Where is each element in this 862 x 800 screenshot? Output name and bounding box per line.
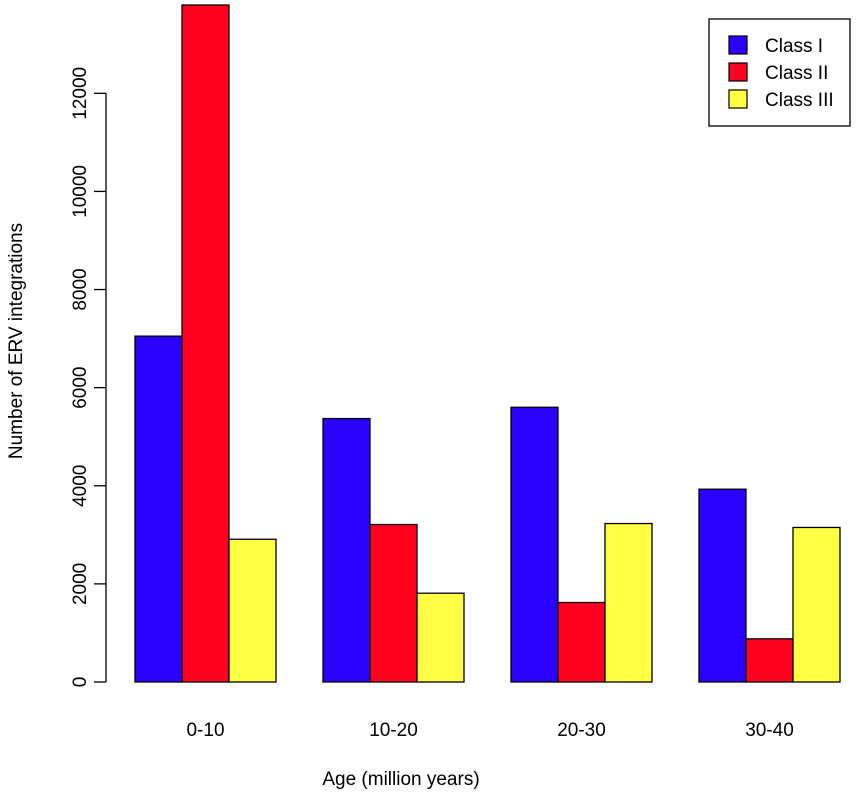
legend-swatch — [728, 35, 748, 55]
x-category-label: 20-30 — [557, 720, 606, 741]
x-axis: 0-10 10-20 20-30 30-40 — [186, 720, 793, 741]
y-tick-label: 10000 — [70, 165, 91, 218]
y-axis-title: Number of ERV integrations — [6, 223, 27, 459]
bar-class-ii-20-30 — [557, 601, 606, 683]
bar-class-iii-20-30 — [604, 522, 653, 683]
bar-class-ii-10-20 — [369, 523, 418, 683]
bar-class-i-30-40 — [698, 488, 747, 683]
x-category-label: 0-10 — [186, 720, 224, 741]
x-category-label: 10-20 — [369, 720, 418, 741]
bar-class-i-10-20 — [322, 417, 371, 683]
legend-label: Class II — [765, 63, 828, 84]
legend-swatch — [728, 62, 748, 82]
y-tick-label: 6000 — [70, 367, 91, 409]
legend-label: Class III — [765, 90, 834, 111]
y-tick-label: 2000 — [70, 563, 91, 605]
bar-class-iii-30-40 — [792, 526, 841, 683]
bars-group — [134, 4, 841, 683]
y-tick-label: 8000 — [70, 268, 91, 310]
legend-swatch — [728, 89, 748, 109]
bar-class-iii-10-20 — [416, 592, 465, 683]
bar-class-i-20-30 — [510, 406, 559, 683]
y-tick-label: 4000 — [70, 465, 91, 507]
legend: Class I Class II Class III — [708, 18, 851, 127]
x-category-label: 30-40 — [745, 720, 794, 741]
bar-class-ii-0-10 — [181, 4, 230, 683]
bar-class-iii-0-10 — [228, 538, 277, 683]
bar-class-i-0-10 — [134, 335, 183, 683]
x-axis-title: Age (million years) — [322, 769, 479, 790]
legend-label: Class I — [765, 36, 823, 57]
y-tick-label: 0 — [70, 677, 91, 688]
y-tick-label: 12000 — [70, 67, 91, 120]
bar-class-ii-30-40 — [745, 638, 794, 683]
y-axis: 0 2000 4000 6000 8000 10000 12000 — [70, 67, 107, 688]
